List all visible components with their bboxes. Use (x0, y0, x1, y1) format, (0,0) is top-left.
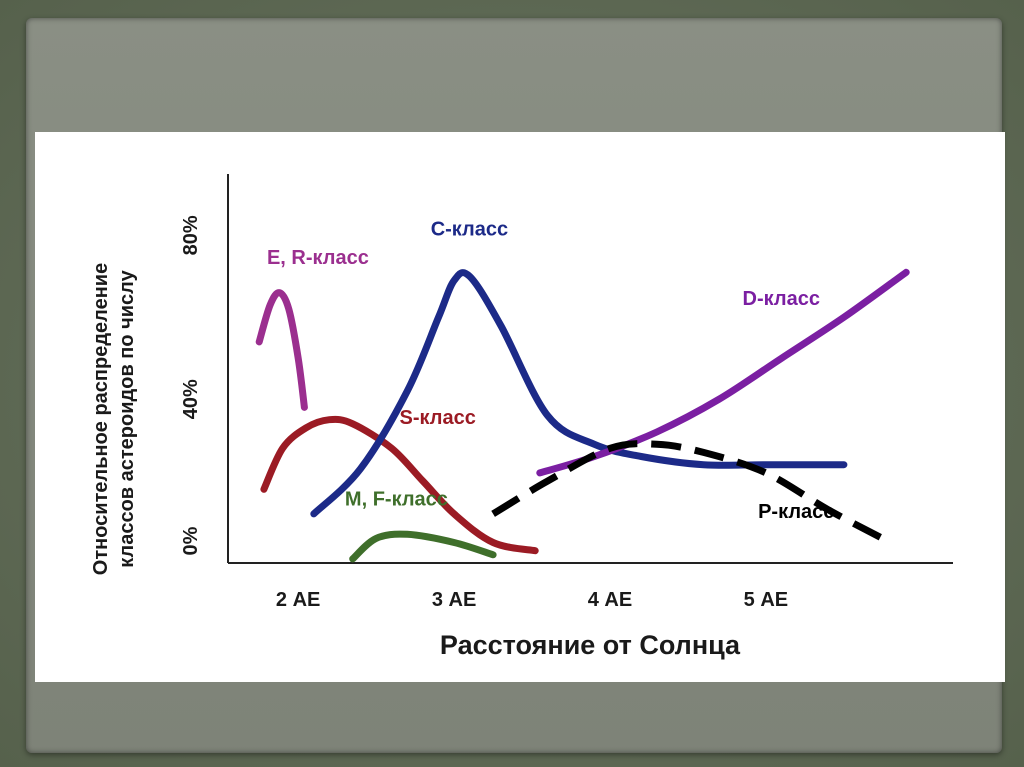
series-line-4 (349, 530, 497, 563)
x-tick-label-4: 5 АЕ (744, 589, 788, 611)
y-tick-label-2: 40% (180, 379, 202, 419)
series-label-6: P-класс (758, 501, 834, 523)
chart-panel: 2 АЕ 3 АЕ 4 АЕ 5 АЕ 0% 40% 80% E, R-класс C-кла… (35, 132, 1005, 682)
series-line-1 (255, 289, 308, 411)
series-line-6 (491, 440, 893, 546)
chart-svg: 2 АЕ 3 АЕ 4 АЕ 5 АЕ 0% 40% 80% E, R-класс C-кла… (90, 174, 953, 660)
axes (227, 174, 953, 564)
series-label-1: E, R-класс (267, 247, 369, 269)
y-tick-label-1: 0% (180, 526, 202, 555)
series-line-3 (310, 269, 848, 518)
series-label-5: M, F-класс (345, 489, 448, 511)
series-label-3: D-класс (743, 288, 820, 310)
y-axis-label-line-2: классов астероидов по числу (116, 269, 138, 567)
series-layer (255, 268, 910, 563)
x-axis-label: Расстояние от Солнца (440, 630, 741, 660)
annotations-layer: E, R-класс C-класс D-класс S-класс M, F-клас… (267, 218, 834, 523)
series-line-2 (260, 415, 539, 555)
series-label-2: C-класс (431, 218, 508, 240)
series-label-4: S-класс (400, 407, 476, 429)
x-tick-label-1: 2 АЕ (276, 589, 320, 611)
ticks-layer: 2 АЕ 3 АЕ 4 АЕ 5 АЕ 0% 40% 80% (180, 215, 788, 611)
y-axis-label-line-1: Относительное распределение (90, 263, 112, 575)
x-tick-label-2: 3 АЕ (432, 589, 476, 611)
x-tick-label-3: 4 АЕ (588, 589, 632, 611)
y-tick-label-3: 80% (180, 215, 202, 255)
